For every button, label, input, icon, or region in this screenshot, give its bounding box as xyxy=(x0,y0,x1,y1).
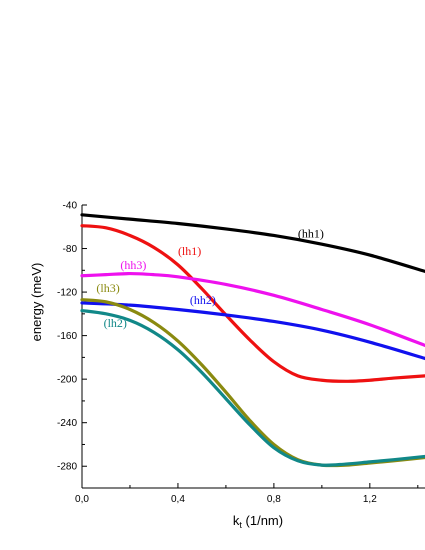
y-tick-label: -120 xyxy=(57,288,77,299)
x-axis-title-unit: (1/nm) xyxy=(242,513,283,528)
series-line-hh2 xyxy=(80,301,425,361)
x-tick-label: 0,8 xyxy=(267,494,281,505)
x-axis-title-subscript: t xyxy=(239,520,242,530)
series-line-hh3 xyxy=(80,271,425,348)
x-tick-label: 0,4 xyxy=(171,494,185,505)
series-label-lh1: (lh1) xyxy=(178,244,201,258)
series-label-lh3: (lh3) xyxy=(96,281,119,295)
x-tick-label: 0,0 xyxy=(75,494,89,505)
series-labels: (hh1) (lh1) (hh3) (hh2) (lh3) (lh2) xyxy=(96,227,323,330)
y-tick-label: -280 xyxy=(57,462,77,473)
series-lines xyxy=(80,213,425,468)
y-tick-label: -40 xyxy=(63,201,78,212)
series-label-hh3: (hh3) xyxy=(120,258,146,272)
series-label-hh2: (hh2) xyxy=(190,293,216,307)
x-axis-title-main: k xyxy=(233,513,240,528)
x-axis-title: kt (1/nm) xyxy=(233,513,283,530)
series-line-hh1 xyxy=(80,213,425,273)
series-line-lh1 xyxy=(80,224,425,383)
series-label-hh1: (hh1) xyxy=(298,227,324,241)
series-line-lh2 xyxy=(80,308,425,467)
x-tick-label: 1,2 xyxy=(363,494,377,505)
y-tick-label: -80 xyxy=(63,244,78,255)
series-label-lh2: (lh2) xyxy=(104,316,127,330)
y-tick-label: -160 xyxy=(57,331,77,342)
axes: -40 -80 -120 -160 -200 -240 -280 0,0 0,4 0,8 1,2 xyxy=(57,201,425,505)
y-tick-label: -200 xyxy=(57,375,77,386)
y-tick-label: -240 xyxy=(57,418,77,429)
y-axis-title: energy (meV) xyxy=(29,263,44,342)
